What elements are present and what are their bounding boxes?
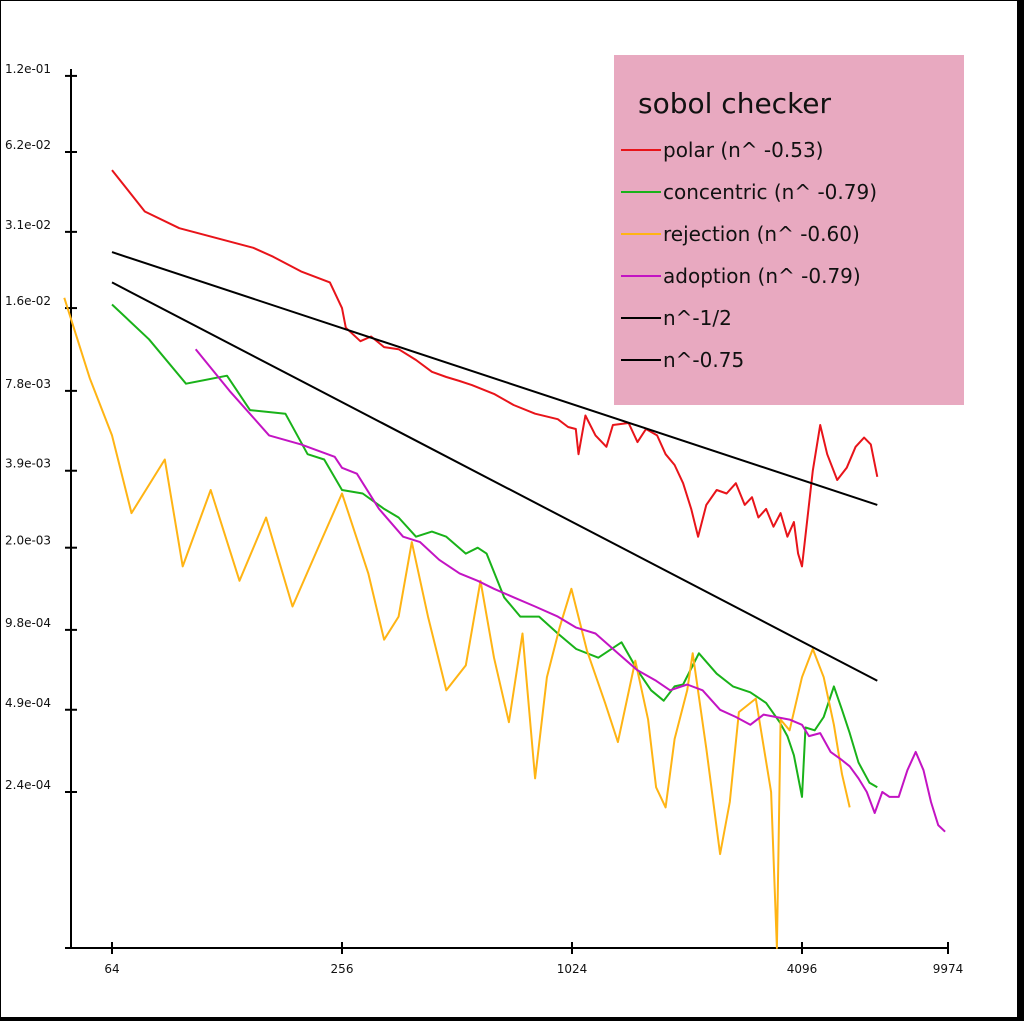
y-tick-label: 3.1e-02 <box>5 218 51 232</box>
legend-entry-label: polar (n^ -0.53) <box>663 138 823 162</box>
y-tick-label: 1.2e-01 <box>5 62 51 76</box>
legend-entry-label: rejection (n^ -0.60) <box>663 222 860 246</box>
legend-title: sobol checker <box>638 87 832 120</box>
y-tick-label: 4.9e-04 <box>5 696 51 710</box>
series-group <box>63 169 946 949</box>
y-tick-label: 9.8e-04 <box>5 616 51 630</box>
legend: sobol checker polar (n^ -0.53) concentric… <box>614 55 964 405</box>
x-tick-label: 4096 <box>787 962 818 976</box>
legend-entries: polar (n^ -0.53) concentric (n^ -0.79) rej… <box>621 138 877 372</box>
legend-entry-label: n^-0.75 <box>663 348 744 372</box>
series-line-rejection-n-0-60 <box>63 297 851 949</box>
y-tick-label: 3.9e-03 <box>5 457 51 471</box>
x-ticks: 64 256 1024 4096 9974 <box>104 942 963 976</box>
x-tick-label: 64 <box>104 962 119 976</box>
y-tick-label: 2.4e-04 <box>5 778 51 792</box>
legend-entry-label: concentric (n^ -0.79) <box>663 180 877 204</box>
legend-background <box>614 55 964 405</box>
series-line-concentric-n-0-79 <box>111 303 878 798</box>
y-tick-label: 1.6e-02 <box>5 294 51 308</box>
legend-entry-label: adoption (n^ -0.79) <box>663 264 861 288</box>
legend-entry-label: n^-1/2 <box>663 306 732 330</box>
x-tick-label: 256 <box>331 962 354 976</box>
series-line-n-1-2 <box>111 251 878 506</box>
y-tick-label: 2.0e-03 <box>5 534 51 548</box>
series-line-adoption-n-0-79 <box>194 348 946 833</box>
y-ticks: 1.2e-01 6.2e-02 3.1e-02 1.6e-02 7.8e-03 3.9e-… <box>5 62 77 793</box>
x-tick-label: 9974 <box>933 962 964 976</box>
y-tick-label: 7.8e-03 <box>5 377 51 391</box>
series-line-n-0-75 <box>111 281 878 682</box>
x-tick-label: 1024 <box>557 962 588 976</box>
series-line-polar-n-0-53 <box>111 169 879 568</box>
y-tick-label: 6.2e-02 <box>5 138 51 152</box>
